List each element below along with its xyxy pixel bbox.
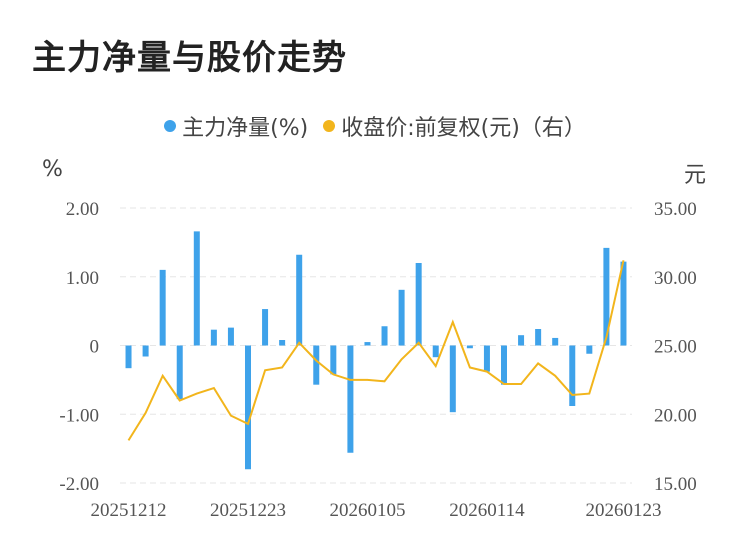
gridlines — [120, 207, 632, 484]
x-tick-label: 20260123 — [585, 500, 661, 521]
right-axis-ticks: 35.00 30.00 25.00 20.00 15.00 — [654, 199, 697, 495]
right-tick-label: 30.00 — [654, 268, 697, 289]
bar[interactable] — [159, 269, 166, 346]
bar[interactable] — [449, 345, 456, 413]
left-tick-label: 2.00 — [66, 199, 99, 220]
bar[interactable] — [398, 289, 405, 346]
bar[interactable] — [125, 345, 132, 369]
x-tick-label: 20251212 — [91, 500, 167, 521]
bar[interactable] — [501, 345, 507, 385]
x-tick-label: 20260105 — [329, 500, 405, 521]
legend-item-line[interactable]: 收盘价:前复权(元)（右） — [323, 110, 586, 142]
left-tick-label: 0 — [90, 337, 100, 358]
x-tick-label: 20251223 — [210, 500, 286, 521]
bar[interactable] — [364, 342, 371, 346]
x-tick-label: 20260114 — [449, 500, 525, 521]
bar[interactable] — [176, 345, 183, 400]
bar[interactable] — [415, 263, 422, 346]
legend-item-bar[interactable]: 主力净量(%) — [164, 110, 308, 142]
bar[interactable] — [483, 345, 490, 372]
right-tick-label: 35.00 — [654, 199, 697, 220]
left-tick-label: -1.00 — [59, 405, 99, 426]
legend-bar-label: 主力净量(%) — [182, 116, 309, 141]
bar[interactable] — [279, 340, 286, 346]
bar[interactable] — [330, 345, 337, 375]
bar[interactable] — [466, 345, 473, 349]
legend-line-label: 收盘价:前复权(元)（右） — [341, 116, 586, 141]
bar[interactable] — [586, 345, 593, 354]
bar[interactable] — [193, 231, 200, 346]
bar[interactable] — [227, 327, 234, 346]
right-axis-unit: 元 — [684, 163, 707, 188]
bar[interactable] — [210, 329, 217, 346]
legend-bar-swatch — [164, 120, 177, 132]
bar[interactable] — [432, 345, 439, 358]
bar[interactable] — [347, 345, 354, 453]
left-axis-unit: % — [42, 157, 63, 182]
bar[interactable] — [313, 345, 320, 385]
left-axis-ticks: 2.00 1.00 0 -1.00 -2.00 — [59, 199, 99, 495]
bar[interactable] — [620, 261, 627, 346]
bar[interactable] — [245, 345, 251, 470]
bar[interactable] — [262, 309, 269, 346]
price-line — [127, 260, 625, 441]
bar[interactable] — [296, 254, 303, 346]
chart-title: 主力净量与股价走势 — [32, 38, 347, 78]
bar[interactable] — [552, 337, 559, 346]
left-tick-label: -2.00 — [59, 474, 99, 495]
bar-series — [125, 231, 627, 470]
legend-line-swatch — [323, 120, 336, 132]
right-tick-label: 25.00 — [654, 337, 697, 358]
legend: 主力净量(%) 收盘价:前复权(元)（右） — [0, 110, 750, 142]
bar[interactable] — [518, 335, 525, 346]
bar[interactable] — [142, 345, 149, 357]
x-axis-ticks: 20251212 20251223 20260105 20260114 20260123 — [91, 500, 662, 521]
bar[interactable] — [569, 345, 576, 407]
right-tick-label: 20.00 — [654, 405, 697, 426]
bar[interactable] — [535, 329, 542, 346]
left-tick-label: 1.00 — [66, 268, 99, 289]
bar[interactable] — [603, 247, 610, 346]
bar[interactable] — [381, 326, 388, 346]
right-tick-label: 15.00 — [654, 474, 697, 495]
